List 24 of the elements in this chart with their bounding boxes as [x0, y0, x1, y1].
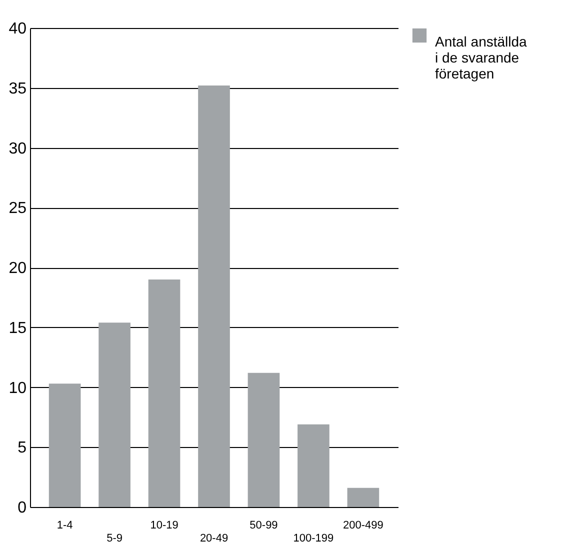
x-tick-label: 10-19	[150, 520, 178, 532]
y-tick-label: 40	[8, 20, 27, 38]
x-tick-label: 50-99	[250, 520, 278, 532]
y-tick-label: 0	[18, 500, 27, 516]
y-tick-label: 10	[8, 380, 27, 397]
bar	[198, 85, 230, 507]
x-tick-label: 5-9	[106, 532, 122, 542]
y-tick-label: 15	[8, 320, 27, 337]
x-tick-label: 1-4	[56, 520, 73, 532]
y-tick-label: 20	[8, 260, 27, 277]
x-tick-label: 20-49	[200, 532, 228, 542]
bar	[347, 488, 380, 507]
legend-label: Antal anställda i de svarande företagen	[435, 34, 528, 82]
bar	[48, 384, 81, 507]
bar	[98, 322, 130, 507]
x-tick-label: 100-199	[293, 532, 334, 542]
bar	[148, 279, 180, 507]
y-tick-label: 30	[8, 140, 27, 158]
x-tick-label: 200-499	[343, 520, 384, 532]
y-tick-label: 5	[18, 440, 27, 457]
y-tick-label: 35	[8, 80, 27, 98]
bar	[298, 424, 330, 507]
y-tick-label: 25	[8, 200, 27, 218]
bar	[248, 372, 280, 507]
